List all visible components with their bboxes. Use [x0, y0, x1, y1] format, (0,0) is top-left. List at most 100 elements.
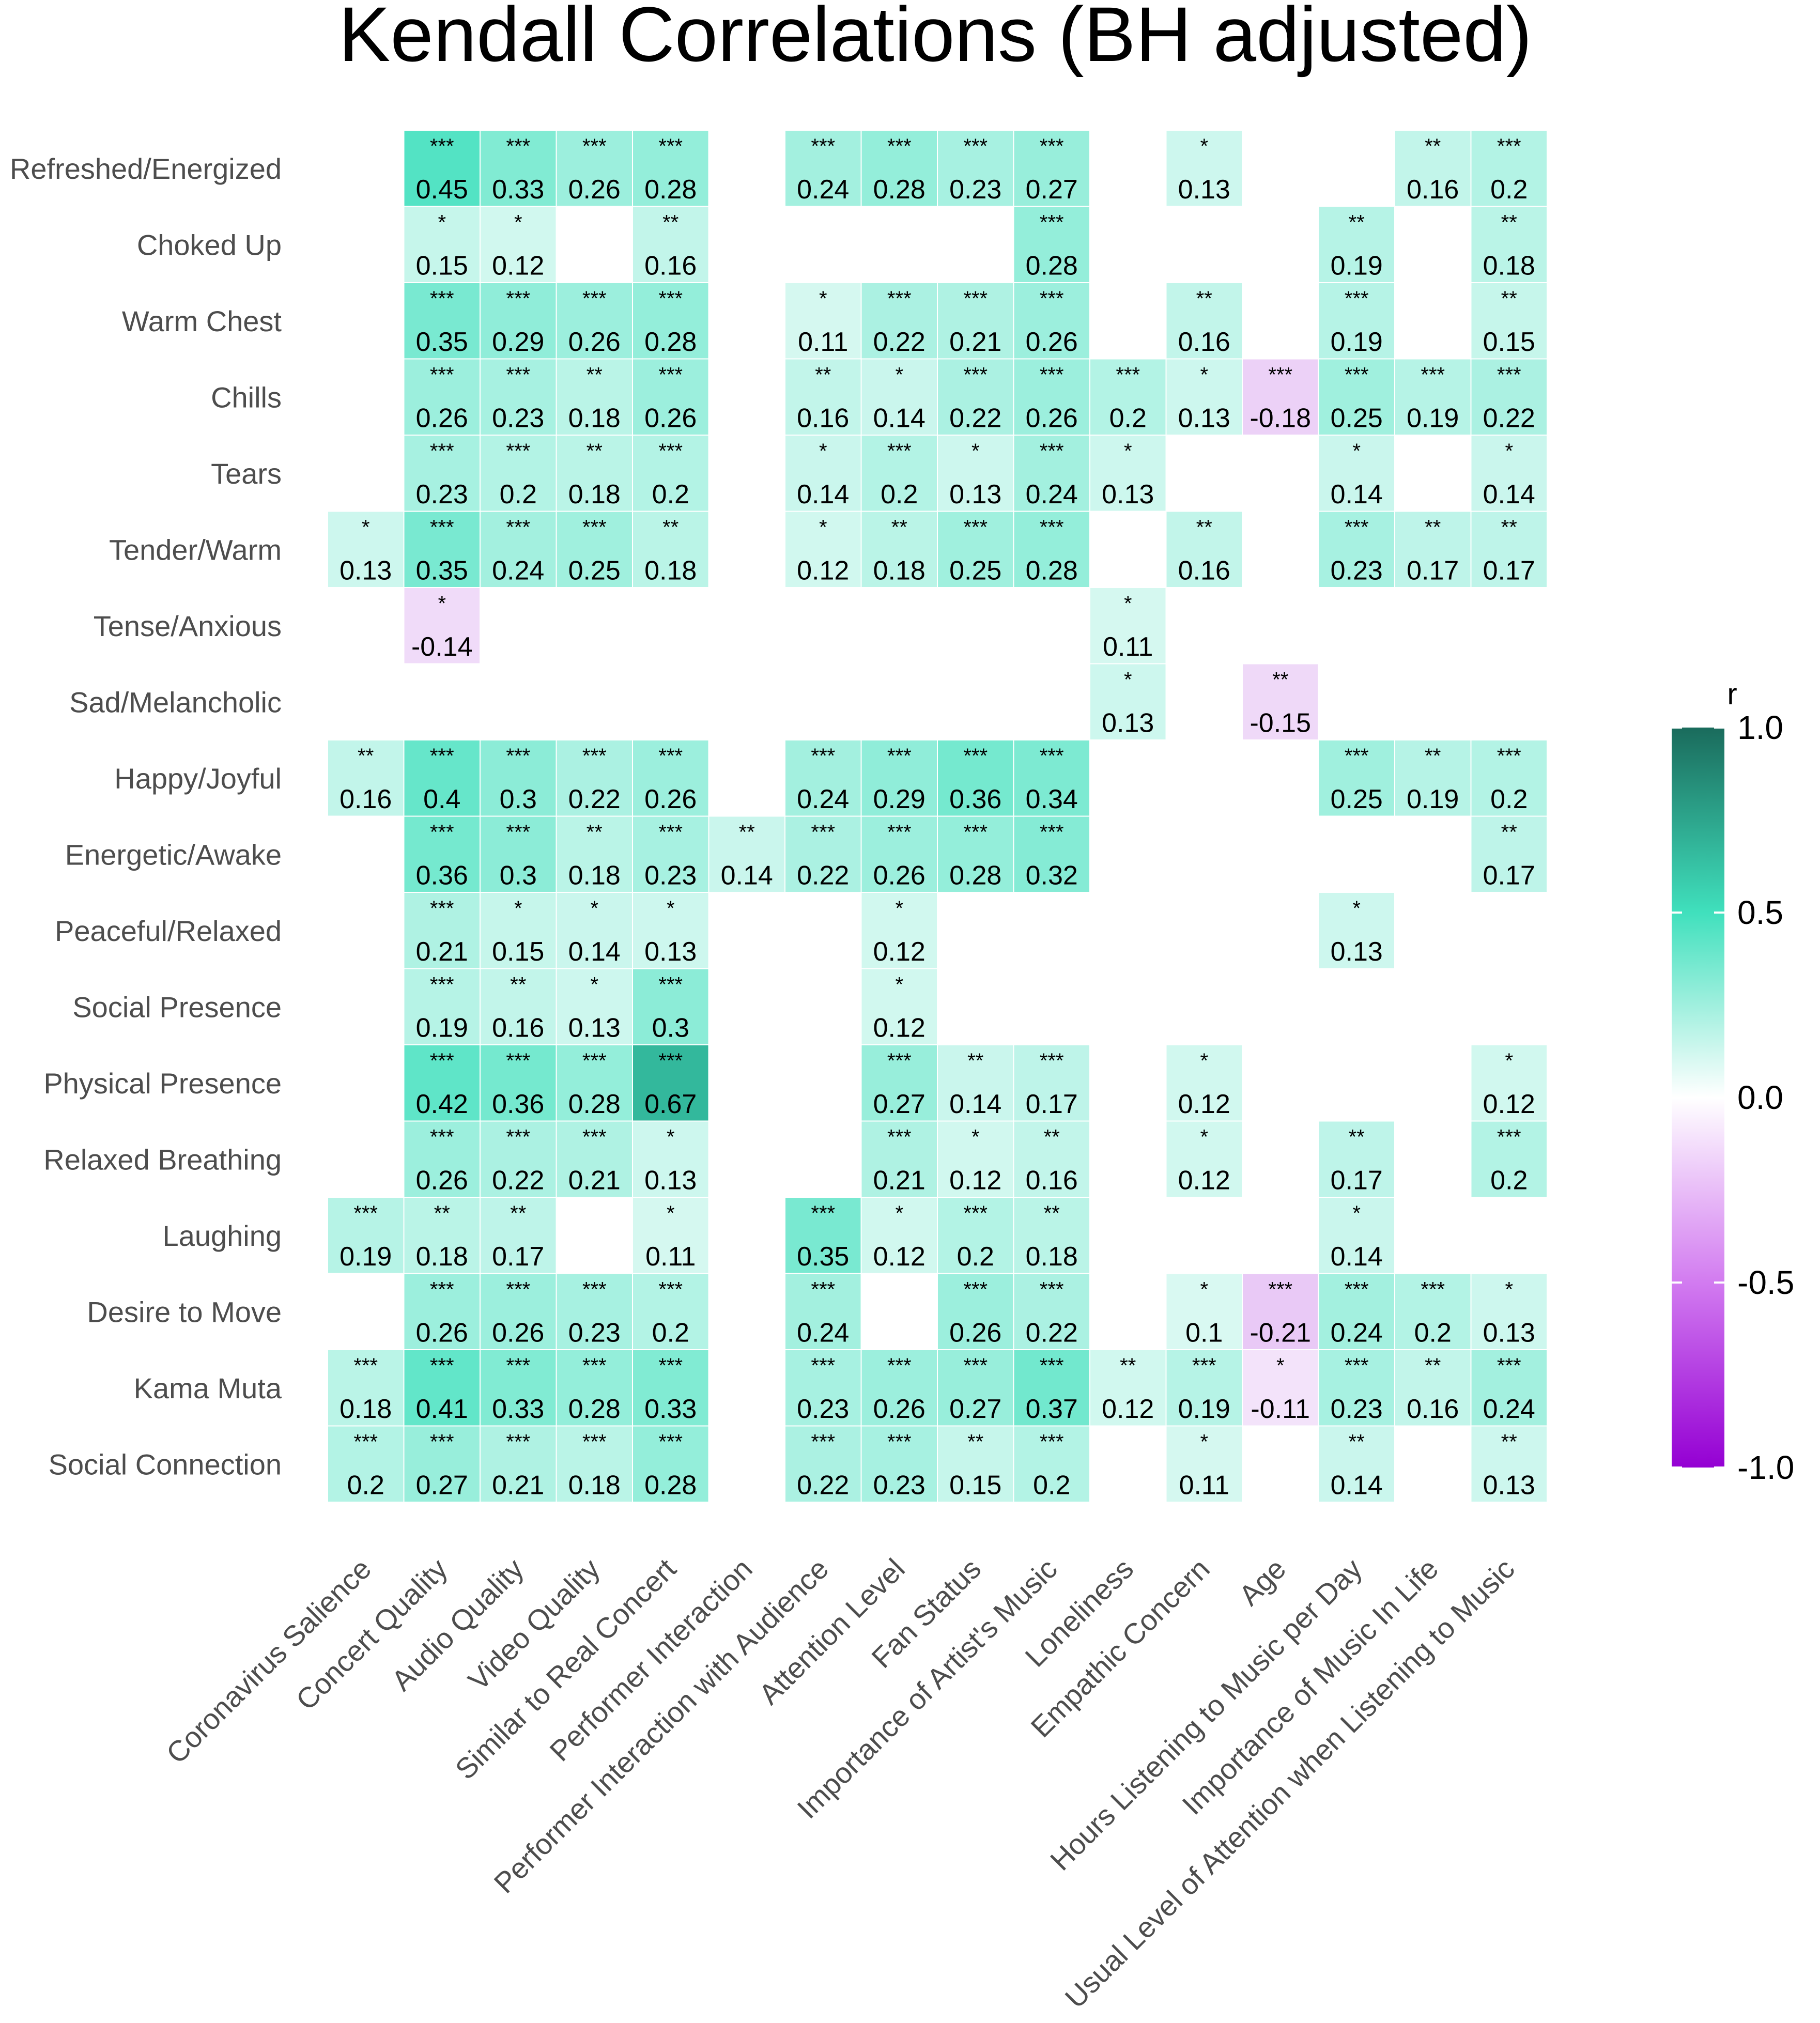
- heatmap-cell: *** 0.23: [480, 358, 557, 436]
- row-label: Chills: [211, 381, 282, 413]
- heatmap-cell-fill: [632, 1044, 710, 1122]
- chart-title: Kendall Correlations (BH adjusted): [338, 0, 1532, 78]
- heatmap-cell-fill: [860, 968, 938, 1045]
- heatmap-cell-fill: [632, 1120, 710, 1198]
- heatmap-cell: * 0.13: [1165, 130, 1243, 207]
- heatmap-cell: *** 0.26: [403, 358, 481, 436]
- heatmap-cell: *** 0.23: [556, 1273, 633, 1350]
- row-label: Tender/Warm: [109, 533, 282, 566]
- heatmap-cell: *** 0.29: [480, 282, 557, 360]
- heatmap-cell-fill: [403, 1273, 481, 1350]
- cell-significance-label: **: [739, 821, 755, 844]
- heatmap-cell-fill: [632, 892, 710, 969]
- cell-significance-label: *: [667, 897, 675, 920]
- cell-significance-label: *: [819, 287, 827, 310]
- heatmap-cell-fill: [1394, 130, 1472, 207]
- heatmap-cell: *** 0.26: [1013, 282, 1090, 360]
- heatmap-cell-fill: [480, 282, 557, 360]
- heatmap-cell: *** 0.24: [1013, 435, 1090, 512]
- heatmap-cell: *** 0.23: [632, 815, 710, 893]
- cell-value-label: 0.19: [1331, 327, 1383, 357]
- heatmap-cell: *** 0.36: [403, 815, 481, 893]
- cell-significance-label: *: [895, 974, 903, 996]
- cell-significance-label: ***: [506, 440, 530, 462]
- heatmap-cell: *** 0.28: [1013, 206, 1090, 283]
- cell-significance-label: *: [1505, 1049, 1513, 1072]
- cell-value-label: 0.16: [1407, 1394, 1459, 1424]
- legend-tick-label: -1.0: [1737, 1449, 1794, 1486]
- heatmap-cell-fill: [556, 1349, 633, 1427]
- cell-value-label: 0.18: [644, 556, 697, 586]
- legend-tick-label: -0.5: [1737, 1264, 1794, 1301]
- heatmap-cell-fill: [1013, 282, 1090, 360]
- heatmap-cell-fill: [403, 511, 481, 588]
- cell-significance-label: ***: [658, 1354, 683, 1377]
- heatmap-cell-fill: [1089, 1349, 1167, 1427]
- cell-value-label: 0.22: [568, 784, 621, 814]
- cell-significance-label: ***: [811, 745, 835, 767]
- cell-significance-label: *: [1124, 440, 1132, 462]
- cell-value-label: 0.26: [416, 1318, 468, 1348]
- heatmap-cell: *** 0.26: [403, 1120, 481, 1198]
- heatmap-cell: * 0.12: [860, 968, 938, 1045]
- heatmap-cell: *** 0.3: [480, 815, 557, 893]
- cell-significance-label: ***: [658, 287, 683, 310]
- cell-value-label: 0.17: [1483, 556, 1535, 586]
- heatmap-cell-fill: [1013, 1425, 1090, 1503]
- heatmap-cell-fill: [937, 1349, 1014, 1427]
- heatmap-cell-fill: [1394, 1349, 1472, 1427]
- cell-value-label: 0.14: [949, 1089, 1001, 1119]
- heatmap-cell-fill: [1165, 511, 1243, 588]
- heatmap-cell-fill: [403, 130, 481, 207]
- heatmap-cell-fill: [327, 739, 405, 817]
- cell-significance-label: ***: [887, 745, 912, 767]
- cell-value-label: 0.21: [416, 937, 468, 967]
- heatmap-cell-fill: [1318, 1349, 1395, 1427]
- heatmap-cell-fill: [1318, 511, 1395, 588]
- heatmap-cell-fill: [784, 1197, 862, 1274]
- cell-value-label: 0.17: [1026, 1089, 1078, 1119]
- cell-significance-label: ***: [1345, 516, 1369, 539]
- cell-significance-label: ***: [430, 1354, 454, 1377]
- cell-value-label: 0.26: [568, 175, 621, 205]
- heatmap-cell: * 0.12: [937, 1120, 1014, 1198]
- cell-value-label: 0.27: [1026, 175, 1078, 205]
- heatmap-cell: *** 0.25: [937, 511, 1014, 588]
- cell-value-label: 0.16: [1026, 1166, 1078, 1196]
- heatmap-cell: *** 0.28: [632, 1425, 710, 1503]
- heatmap-cell-fill: [860, 892, 938, 969]
- cell-significance-label: **: [1501, 287, 1517, 310]
- cell-value-label: -0.21: [1250, 1318, 1311, 1348]
- cell-significance-label: ***: [658, 135, 683, 158]
- heatmap-cell: ** 0.16: [1013, 1120, 1090, 1198]
- cell-significance-label: ***: [1497, 1126, 1521, 1149]
- cell-value-label: 0.25: [1331, 784, 1383, 814]
- heatmap-cell-fill: [556, 815, 633, 893]
- cell-significance-label: ***: [963, 745, 988, 767]
- cell-value-label: 0.12: [1102, 1394, 1154, 1424]
- cell-value-label: 0.21: [949, 327, 1001, 357]
- cell-value-label: 0.28: [873, 175, 926, 205]
- cell-significance-label: **: [1349, 1126, 1365, 1149]
- heatmap-cell-fill: [784, 739, 862, 817]
- cell-value-label: 0.33: [492, 1394, 544, 1424]
- cell-significance-label: ***: [963, 821, 988, 844]
- heatmap-cell: * 0.11: [1089, 587, 1167, 665]
- legend-ticks: 1.0 0.5 0.0 -0.5 -1.0: [1672, 709, 1794, 1486]
- cell-value-label: 0.12: [1178, 1166, 1230, 1196]
- heatmap-cell: *** 0.28: [632, 282, 710, 360]
- cell-significance-label: **: [510, 974, 526, 996]
- cell-significance-label: *: [667, 1202, 675, 1225]
- heatmap-cell: * 0.13: [632, 892, 710, 969]
- cell-significance-label: ***: [430, 135, 454, 158]
- cell-value-label: 0.12: [797, 556, 849, 586]
- heatmap-cell-fill: [1165, 1044, 1243, 1122]
- heatmap-cell-fill: [480, 1349, 557, 1427]
- cell-value-label: 0.23: [416, 480, 468, 509]
- heatmap-cell-fill: [1394, 358, 1472, 436]
- heatmap-cell: *** 0.45: [403, 130, 481, 207]
- heatmap-cell: *** 0.17: [1013, 1044, 1090, 1122]
- cell-value-label: 0.33: [644, 1394, 697, 1424]
- cell-significance-label: ***: [582, 1431, 607, 1454]
- cell-significance-label: ***: [811, 1278, 835, 1301]
